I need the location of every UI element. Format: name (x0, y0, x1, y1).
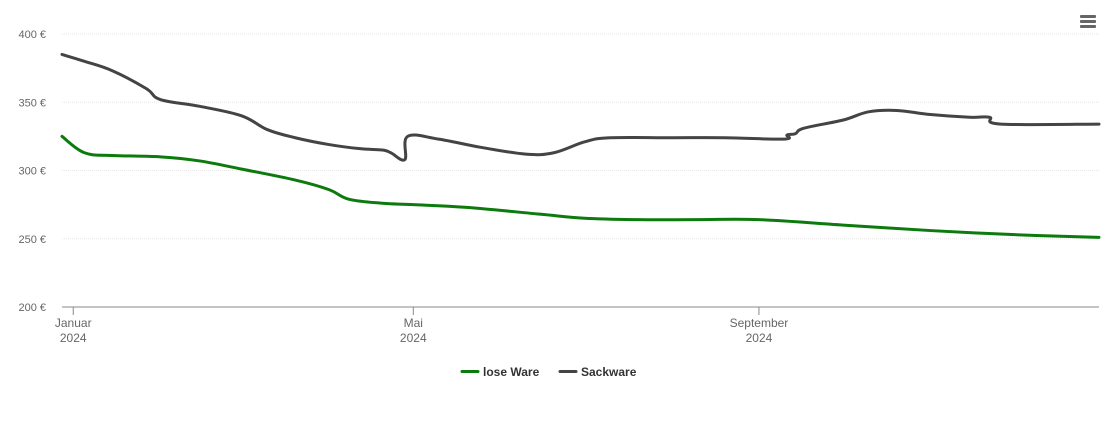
x-tick-label-month: Januar (55, 316, 92, 330)
legend-item-sackware[interactable]: Sackware (558, 365, 637, 379)
y-tick-label: 200 € (18, 302, 46, 314)
y-tick-label: 250 € (18, 234, 46, 246)
x-tick-label-year: 2024 (746, 331, 773, 345)
chart-menu-button[interactable] (1074, 8, 1102, 34)
y-tick-label: 300 € (18, 166, 46, 178)
legend[interactable]: lose Ware Sackware (460, 365, 637, 379)
x-tick-label-year: 2024 (60, 331, 87, 345)
y-axis: 200 € 250 € 300 € 350 € 400 € (18, 29, 46, 314)
grid-lines (62, 33, 1099, 240)
x-tick-label-month: Mai (404, 316, 423, 330)
hamburger-menu-icon (1080, 15, 1096, 28)
legend-label: lose Ware (483, 365, 540, 379)
y-tick-label: 400 € (18, 29, 46, 41)
x-tick-label-year: 2024 (400, 331, 427, 345)
legend-item-lose-ware[interactable]: lose Ware (460, 365, 540, 379)
y-tick-label: 350 € (18, 97, 46, 109)
x-tick-label-month: September (730, 316, 789, 330)
series-line-sackware[interactable] (60, 52, 1101, 162)
series-lines (60, 52, 1101, 239)
series-line-lose-ware[interactable] (60, 134, 1101, 239)
legend-label: Sackware (581, 365, 637, 379)
